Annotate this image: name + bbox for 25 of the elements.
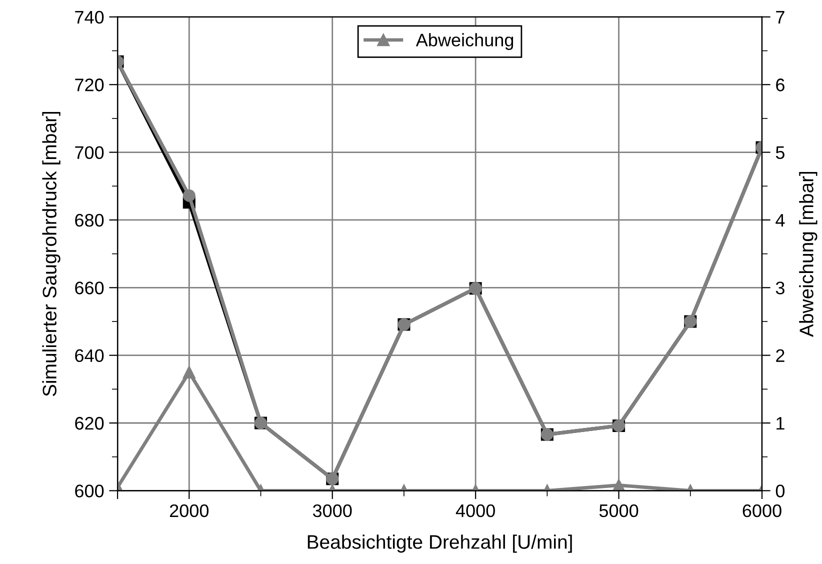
y-tick-label: 740 xyxy=(75,10,104,24)
y2-tick-label: 4 xyxy=(776,214,785,226)
y2-tick-label: 5 xyxy=(776,146,784,159)
x-tick-label: 3000 xyxy=(312,504,352,518)
x-tick-label: 2000 xyxy=(170,504,209,518)
y-tick-label: 640 xyxy=(75,349,104,362)
y2-tick-label: 3 xyxy=(776,282,784,294)
y2-tick-label: 1 xyxy=(776,417,784,430)
y2-tick-label: 6 xyxy=(776,78,784,92)
y-axis-title: Simulierter Saugrohrdruck [mbar] xyxy=(42,112,60,396)
y2-axis-title: Abweichung [mbar] xyxy=(799,172,818,337)
x-tick-label: 5000 xyxy=(599,504,638,518)
y2-tick-label: 7 xyxy=(776,11,784,24)
x-axis-title: Beabsichtigte Drehzahl [U/min] xyxy=(308,534,572,553)
y-tick-label: 660 xyxy=(75,282,104,294)
x-tick-label: 4000 xyxy=(456,504,495,518)
legend-label: Abweichung xyxy=(416,33,514,50)
y2-tick-label: 2 xyxy=(776,349,784,362)
y-tick-label: 600 xyxy=(75,484,104,498)
y-tick-label: 700 xyxy=(75,146,104,159)
x-tick-label: 6000 xyxy=(742,504,782,518)
y2-tick-label: 0 xyxy=(776,484,785,498)
y-tick-label: 720 xyxy=(75,78,104,92)
y-tick-label: 620 xyxy=(75,416,104,430)
y-tick-label: 680 xyxy=(75,214,104,227)
